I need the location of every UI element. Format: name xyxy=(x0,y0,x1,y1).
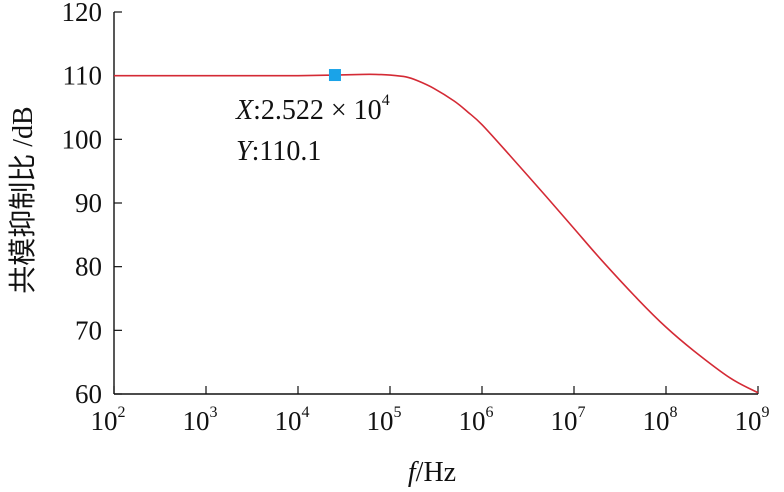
y-tick-label: 110 xyxy=(63,61,103,91)
x-tick-label: 107 xyxy=(551,404,586,436)
x-tick-label: 108 xyxy=(643,404,678,436)
x-tick-label: 102 xyxy=(91,404,126,436)
y-tick-label: 80 xyxy=(75,252,102,282)
y-axis-label: 共模抑制比 /dB xyxy=(7,106,39,293)
y-tick-label: 90 xyxy=(75,188,102,218)
x-tick-label: 105 xyxy=(367,404,402,436)
marker-label-x: X:2.522 × 104 xyxy=(235,92,390,126)
x-axis-label: f/Hz xyxy=(408,457,456,488)
x-tick-label: 109 xyxy=(735,404,770,436)
series-line-0 xyxy=(114,73,759,394)
y-tick-label: 70 xyxy=(75,315,102,345)
y-tick-label: 100 xyxy=(62,124,103,154)
ticks: 60 70 80 90 100 110 120 102 103 104 105 106 107 108 10… xyxy=(62,0,770,436)
marker-label-y: Y:110.1 xyxy=(236,136,321,167)
x-tick-label: 103 xyxy=(183,404,218,436)
axes xyxy=(113,12,758,395)
y-tick-label: 120 xyxy=(62,0,103,27)
y-tick-label: 60 xyxy=(75,379,102,409)
marker-group xyxy=(328,69,341,82)
x-tick-label: 104 xyxy=(275,404,310,436)
data-marker xyxy=(328,69,341,82)
x-tick-label: 106 xyxy=(459,404,494,436)
series xyxy=(114,73,759,394)
